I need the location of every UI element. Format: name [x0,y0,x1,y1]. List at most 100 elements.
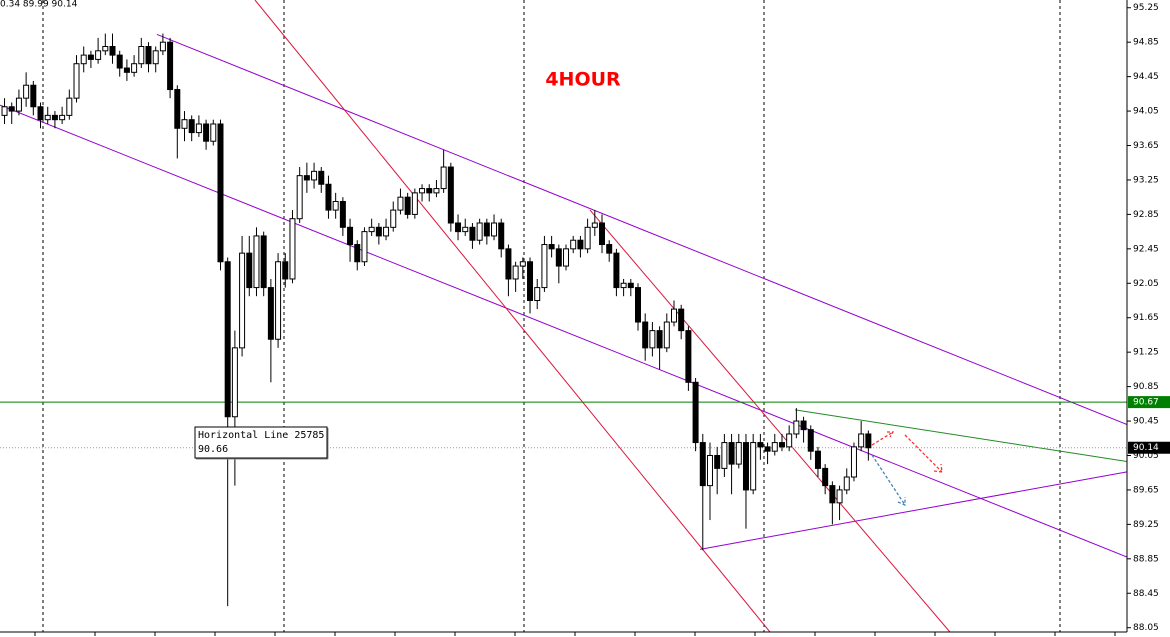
y-tick-label: 91.25 [1133,348,1159,358]
candle-body [239,252,246,349]
candle-body [426,188,433,194]
forecast-arrows [871,431,943,506]
candle-body [447,166,454,224]
candle-body [548,244,555,250]
candle-body [203,123,210,142]
tooltip-title: Horizontal Line 25785 [198,430,324,441]
candle-body [829,485,836,504]
candle-body [519,261,526,267]
candle-body [771,442,778,452]
candle-body [627,282,634,289]
candle-body [30,84,37,108]
level-label: 90.67 [1133,398,1159,408]
candle-body [699,442,706,487]
trendlines [0,0,1127,632]
y-tick-label: 93.25 [1133,175,1159,185]
candle-body [253,235,260,289]
candle-body [361,231,368,263]
candle-body [325,183,332,211]
candle-body [419,188,426,194]
candle-body [95,50,102,60]
candle-body [505,248,512,280]
candle-body [678,308,685,332]
candle-body [311,170,318,181]
trendline [795,409,1127,463]
bid-label-box [1128,441,1170,454]
y-tick-label: 94.45 [1133,72,1159,82]
trendline [589,209,951,632]
y-tick-label: 89.25 [1133,520,1159,530]
ohlc-info: 0.34 89.99 90.14 [0,0,78,10]
candle-body [59,114,66,121]
bid-label: 90.14 [1133,443,1159,453]
candle-body [757,442,764,448]
candle-body [383,226,390,237]
candle-body [8,106,15,112]
candle-body [332,200,339,211]
candle-body [613,252,620,289]
candle-body [174,89,181,129]
candle-body [807,429,814,452]
candle-body [778,442,785,448]
y-tick-label: 92.85 [1133,210,1159,220]
price-axis: 95.25 94.85 94.45 94.05 93.65 93.25 92.85 92.45… [1127,3,1170,633]
y-tick-label: 90.45 [1133,417,1159,427]
candle-body [159,41,166,52]
candle-body [102,45,109,52]
candle-body [145,45,152,65]
candle-body [224,261,231,418]
tooltip-box [194,426,328,459]
y-tick-label: 94.05 [1133,107,1159,117]
candle-body [260,235,267,289]
trendline [700,471,1127,550]
candle-body [109,45,116,56]
candle-body [66,97,73,116]
candle-body [138,45,145,65]
candle-body [555,248,562,267]
candle-body [570,239,577,250]
candle-body [167,41,174,91]
candle-body [455,222,462,233]
candle-body [390,209,397,228]
candle-body [483,222,490,237]
candle-body [764,446,771,452]
candle-body [152,50,159,65]
trendline [0,104,1127,558]
candle-body [282,261,289,280]
y-tick-label: 90.05 [1133,451,1159,461]
y-tick-label: 92.45 [1133,244,1159,254]
y-tick-label: 88.45 [1133,589,1159,599]
arrow [904,434,943,473]
candle-body [498,222,505,250]
candle-body [728,442,735,465]
candle-body [656,330,663,349]
arrow-head [887,431,895,438]
candle-body [858,433,865,448]
candle-body [318,170,325,185]
candle-body [296,175,303,220]
candle-body [73,63,80,99]
y-tick-label: 95.25 [1133,3,1159,13]
candle-body [512,265,519,280]
candle-body [440,166,447,190]
arrow-head [933,463,943,473]
candle-body [131,63,138,73]
trendline [254,0,771,632]
y-tick-label: 90.85 [1133,382,1159,392]
candle-body [620,282,627,289]
candle-body [800,420,807,431]
y-tick-label: 88.05 [1133,623,1159,633]
candle-body [786,433,793,448]
candle-body [51,114,58,121]
arrow [871,431,894,446]
candle-body [541,244,548,289]
candle-body [195,123,202,134]
candle-body [354,244,361,263]
candle-body [188,119,195,134]
candle-body [814,450,821,469]
candle-body [793,420,800,435]
candle-body [606,244,613,254]
y-tick-label: 88.85 [1133,554,1159,564]
candle-body [584,226,591,250]
